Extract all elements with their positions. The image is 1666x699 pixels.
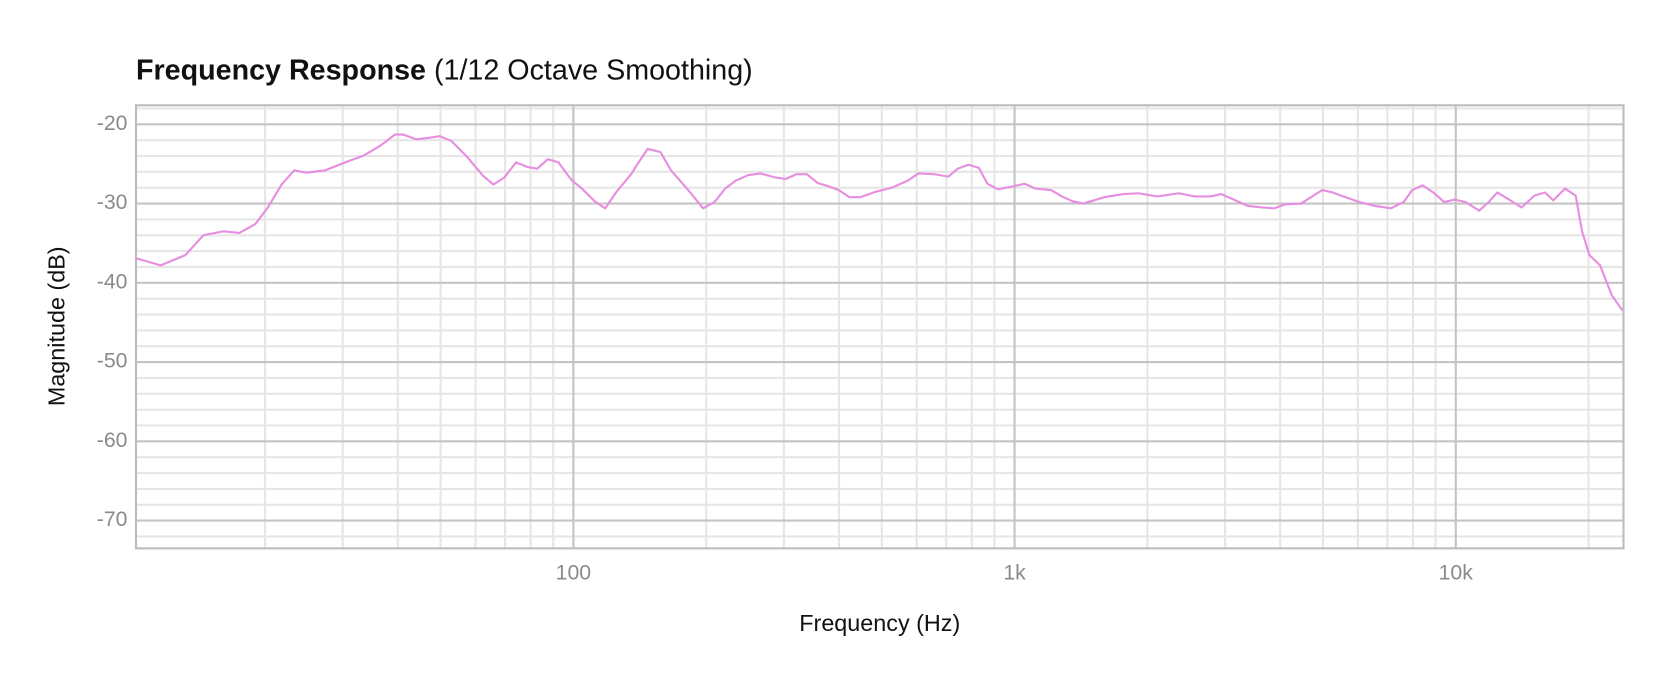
y-tick-label: -40 bbox=[97, 269, 128, 293]
y-tick-label: -70 bbox=[97, 507, 128, 531]
x-tick-label: 10k bbox=[1439, 560, 1474, 584]
x-tick-label: 1k bbox=[1003, 560, 1026, 584]
y-tick-label: -30 bbox=[97, 190, 128, 214]
chart-title: Frequency Response bbox=[136, 54, 426, 86]
x-tick-label: 100 bbox=[556, 560, 591, 584]
chart-subtitle: (1/12 Octave Smoothing) bbox=[434, 54, 753, 86]
plot-frame bbox=[134, 104, 1625, 550]
response-line bbox=[135, 133, 1624, 312]
chart-title-group: Frequency Response (1/12 Octave Smoothin… bbox=[136, 54, 753, 86]
y-tick-label: -60 bbox=[97, 428, 128, 452]
y-tick-label: -20 bbox=[97, 111, 128, 135]
y-tick-label: -50 bbox=[97, 349, 128, 373]
x-axis-label: Frequency (Hz) bbox=[799, 610, 960, 636]
y-axis-label: Magnitude (dB) bbox=[44, 246, 70, 406]
